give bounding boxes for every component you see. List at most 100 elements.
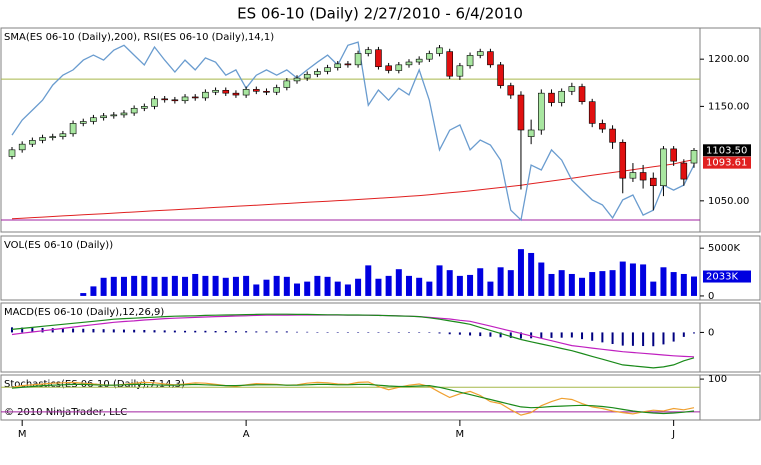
candle-body xyxy=(100,115,107,119)
histogram-bar xyxy=(194,330,197,333)
candle-body xyxy=(49,136,57,138)
histogram-bar xyxy=(550,332,553,338)
histogram-bar xyxy=(387,332,390,333)
volume-bar xyxy=(538,262,545,296)
volume-bar xyxy=(568,273,575,296)
candle-body xyxy=(680,162,688,180)
histogram-bar xyxy=(82,328,85,333)
volume-bar xyxy=(120,276,127,296)
histogram-bar xyxy=(31,327,34,333)
candle-body xyxy=(690,150,698,164)
candle-body xyxy=(629,172,637,179)
volume-bar xyxy=(141,275,148,296)
volume-bar xyxy=(314,275,321,296)
volume-bar xyxy=(324,276,331,296)
volume-bar xyxy=(365,265,372,296)
histogram-bar xyxy=(133,329,136,333)
histogram-bar xyxy=(92,328,95,333)
candle-body xyxy=(303,73,311,79)
histogram-bar xyxy=(296,331,299,333)
histogram-bar xyxy=(184,330,187,333)
histogram-bar xyxy=(458,332,461,335)
price-box xyxy=(703,156,751,169)
candle-body xyxy=(527,129,535,137)
histogram-bar xyxy=(621,332,624,346)
volume-bar xyxy=(691,276,697,296)
x-tick-label: M xyxy=(456,429,465,440)
volume-bar xyxy=(670,272,677,296)
volume-bar xyxy=(294,283,301,296)
candle-body xyxy=(283,80,291,88)
price-box xyxy=(703,270,751,283)
candle-body xyxy=(507,85,515,96)
histogram-bar xyxy=(509,332,512,338)
histogram-bar xyxy=(306,331,309,333)
candle-body xyxy=(670,148,677,162)
histogram-bar xyxy=(163,330,166,333)
histogram-bar xyxy=(519,332,522,339)
histogram-bar xyxy=(72,328,75,333)
candle-body xyxy=(232,92,240,96)
panel-label: SMA(ES 06-10 (Daily),200), RSI(ES 06-10 … xyxy=(4,32,274,43)
copyright: © 2010 NinjaTrader, LLC xyxy=(4,407,127,418)
volume-bar xyxy=(548,273,555,296)
candle-body xyxy=(385,65,392,71)
volume-bar xyxy=(477,268,484,296)
histogram-bar xyxy=(265,331,268,333)
histogram-bar xyxy=(662,332,665,345)
candle-body xyxy=(212,90,219,93)
volume-bar xyxy=(171,275,178,296)
volume-bar xyxy=(517,249,524,296)
candle-body xyxy=(263,90,270,93)
volume-bar xyxy=(629,263,636,296)
histogram-bar xyxy=(153,330,156,333)
candle-body xyxy=(69,123,77,135)
histogram-bar xyxy=(448,332,451,335)
histogram-bar xyxy=(326,332,329,333)
panel-frame xyxy=(0,374,761,421)
volume-bar xyxy=(395,269,402,296)
candle-body xyxy=(191,96,199,99)
histogram-bar xyxy=(570,332,573,338)
candle-body xyxy=(395,64,403,71)
candle-body xyxy=(39,137,46,141)
candle-body xyxy=(436,47,443,54)
candle-body xyxy=(8,149,16,157)
histogram-bar xyxy=(367,332,370,333)
volume-bar xyxy=(375,278,382,296)
histogram-bar xyxy=(173,330,176,333)
candle-body xyxy=(487,51,494,66)
candle-body xyxy=(151,98,158,107)
panel-label: VOL(ES 06-10 (Daily)) xyxy=(4,240,113,251)
volume-bar xyxy=(263,279,270,296)
x-tick-label: J xyxy=(671,429,675,440)
price-box-label: 2033K xyxy=(706,272,738,283)
price-box xyxy=(703,144,751,157)
volume-bar xyxy=(558,270,565,296)
candle-body xyxy=(242,89,250,96)
candle-body xyxy=(517,94,525,131)
volume-bar xyxy=(232,276,239,296)
candle-body xyxy=(181,96,189,102)
histogram-bar xyxy=(61,328,64,333)
price-box-label: 1103.50 xyxy=(706,145,747,156)
candle-body xyxy=(273,87,280,93)
volume-bar xyxy=(497,267,504,296)
volume-bar xyxy=(426,281,433,296)
y-tick-label: 100 xyxy=(708,374,727,385)
candle-body xyxy=(293,77,301,82)
histogram-bar xyxy=(407,332,410,333)
histogram-bar xyxy=(204,330,207,333)
volume-bar xyxy=(222,277,229,296)
volume-bar xyxy=(405,275,412,296)
candle-body xyxy=(222,90,230,94)
volume-bar xyxy=(456,275,463,296)
volume-bar xyxy=(355,278,362,296)
price-box-label: 1093.61 xyxy=(706,158,747,169)
histogram-bar xyxy=(601,332,604,343)
histogram-bar xyxy=(652,332,655,347)
volume-bar xyxy=(344,284,351,296)
candle-body xyxy=(161,98,168,101)
volume-bar xyxy=(131,275,138,296)
y-tick-label: 1200.00 xyxy=(708,54,749,65)
